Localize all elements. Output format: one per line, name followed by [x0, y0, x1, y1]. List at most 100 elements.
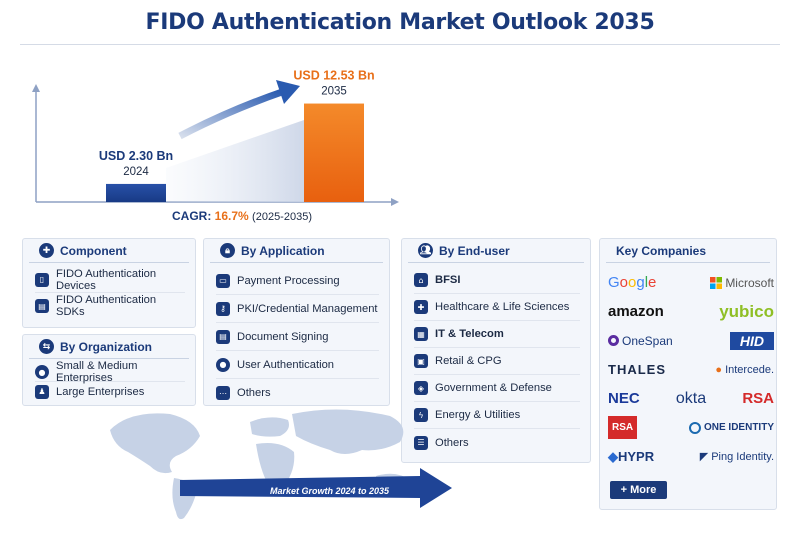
item-label: Retail & CPG	[435, 355, 502, 367]
sdk-icon: ▤	[35, 299, 49, 313]
thales-logo: THALES	[608, 362, 666, 377]
item-label: FIDO Authentication Devices	[56, 267, 157, 292]
bar-2035	[304, 103, 364, 202]
device-icon: ▯	[35, 272, 49, 287]
item-label: IT & Telecom	[435, 328, 504, 340]
component-panel: ✚ Component ▯ FIDO Authentication Devices…	[22, 238, 196, 328]
ping-identity-logo: ◤ Ping Identity.	[699, 451, 774, 463]
onespan-logo: OneSpan	[608, 334, 673, 348]
world-map	[110, 409, 452, 520]
hypr-logo: ◆HYPR	[608, 448, 655, 464]
x-axis-arrow	[391, 198, 399, 206]
application-item: ⋯ Others	[216, 379, 379, 407]
group-icon: ♟	[35, 384, 49, 399]
title-divider	[20, 44, 780, 45]
organization-panel: ⇆ By Organization ● Small & Medium Enterp…	[22, 334, 196, 406]
y-axis-arrow	[32, 84, 40, 92]
user-icon: ●	[216, 357, 230, 372]
shield-icon: ◈	[414, 381, 428, 395]
health-icon: ✚	[414, 300, 428, 314]
item-label: Small & Medium Enterprises	[56, 360, 138, 384]
item-label: Energy & Utilities	[435, 409, 521, 421]
component-header: ✚ Component	[29, 239, 189, 263]
item-label: PKI/Credential Management	[237, 302, 378, 315]
energy-icon: ϟ	[414, 408, 428, 422]
intercede-logo: ● Intercede.	[715, 363, 774, 376]
okta-logo: okta	[675, 389, 707, 407]
microsoft-logo: Microsoft	[710, 276, 774, 290]
rsa-badge-logo: RSA	[608, 416, 638, 439]
item-label: FIDO Authentication SDKs	[56, 294, 157, 318]
north-america-shape	[110, 413, 200, 474]
one-identity-logo: ONE IDENTITY	[688, 421, 774, 434]
asia-shape	[292, 409, 404, 454]
key-icon: ⚷	[216, 301, 230, 316]
value-label-2035: USD 12.53 Bn	[293, 69, 374, 83]
network-icon: ▦	[414, 327, 428, 341]
yubico-logo: yubico	[719, 301, 774, 321]
enduser-header: 👥︎ By End-user	[408, 239, 584, 263]
hid-logo: HID	[729, 331, 774, 350]
application-item: ▭ Payment Processing	[216, 267, 379, 295]
market-growth-label: Market Growth 2024 to 2035	[270, 486, 390, 496]
item-label: Large Enterprises	[56, 385, 145, 398]
company-logos: Google Microsoft amazon yubico OneSpan H…	[606, 268, 776, 471]
enduser-panel: 👥︎ By End-user ⌂ BFSI ✚ Healthcare & Life S…	[401, 238, 591, 463]
growth-arrow	[178, 88, 284, 140]
enduser-item: ▦ IT & Telecom	[414, 321, 580, 348]
item-label: User Authentication	[237, 358, 335, 371]
org-icon: ⇆	[39, 339, 54, 354]
companies-header: Key Companies	[606, 239, 770, 263]
cagr-period: (2025-2035)	[252, 211, 312, 223]
companies-panel: Key Companies	[599, 238, 777, 510]
person-icon: ●	[35, 365, 49, 379]
item-label: Government & Defense	[435, 382, 552, 394]
growth-arrow-head	[276, 80, 300, 104]
page-title: FIDO Authentication Market Outlook 2035	[145, 10, 655, 35]
component-item: ▯ FIDO Authentication Devices	[35, 267, 185, 293]
enduser-item: ☰ Others	[414, 429, 580, 456]
list-icon: ☰	[414, 435, 428, 450]
item-label: Healthcare & Life Sciences	[435, 301, 570, 313]
application-item: ⚷ PKI/Credential Management	[216, 295, 379, 323]
amazon-logo: amazon	[608, 303, 664, 320]
enduser-item: ϟ Energy & Utilities	[414, 402, 580, 429]
organization-item: ♟ Large Enterprises	[35, 382, 185, 401]
application-item: ▤ Document Signing	[216, 323, 379, 351]
organization-item: ● Small & Medium Enterprises	[35, 360, 185, 384]
item-label: Document Signing	[237, 330, 329, 343]
cagr-label: CAGR: 16.7% (2025-2035)	[172, 209, 312, 223]
cart-icon: ▣	[414, 354, 428, 368]
market-growth-arrow	[180, 468, 452, 508]
rsa-logo: RSA	[742, 390, 774, 407]
dots-icon: ⋯	[216, 386, 230, 400]
google-logo: Google	[608, 274, 657, 291]
item-label: Payment Processing	[237, 274, 340, 287]
item-label: BFSI	[435, 274, 461, 286]
europe-shape	[250, 417, 289, 437]
card-icon: ▭	[216, 273, 230, 288]
growth-gradient-area	[166, 120, 304, 202]
category-label-2024: 2024	[123, 166, 149, 178]
enduser-item: ⌂ BFSI	[414, 267, 580, 294]
more-companies-button[interactable]: + More	[610, 481, 667, 499]
puzzle-icon: ✚	[39, 243, 54, 258]
application-header: 🔒︎ By Application	[210, 239, 383, 263]
enduser-item: ◈ Government & Defense	[414, 375, 580, 402]
lock-icon: 🔒︎	[220, 243, 235, 258]
document-icon: ▤	[216, 329, 230, 344]
nec-logo: NEC	[608, 390, 640, 407]
bank-icon: ⌂	[414, 273, 428, 287]
enduser-item: ✚ Healthcare & Life Sciences	[414, 294, 580, 321]
application-item: ● User Authentication	[216, 351, 379, 379]
users-icon: 👥︎	[418, 243, 433, 258]
cagr-value: 16.7%	[214, 209, 249, 223]
category-label-2035: 2035	[321, 86, 347, 98]
value-label-2024: USD 2.30 Bn	[99, 149, 173, 163]
application-panel: 🔒︎ By Application ▭ Payment Processing ⚷ PK…	[203, 238, 390, 406]
organization-header: ⇆ By Organization	[29, 335, 189, 359]
market-chart: USD 2.30 Bn 2024 USD 12.53 Bn 2035	[32, 69, 399, 206]
enduser-item: ▣ Retail & CPG	[414, 348, 580, 375]
item-label: Others	[237, 387, 271, 399]
component-item: ▤ FIDO Authentication SDKs	[35, 293, 185, 319]
